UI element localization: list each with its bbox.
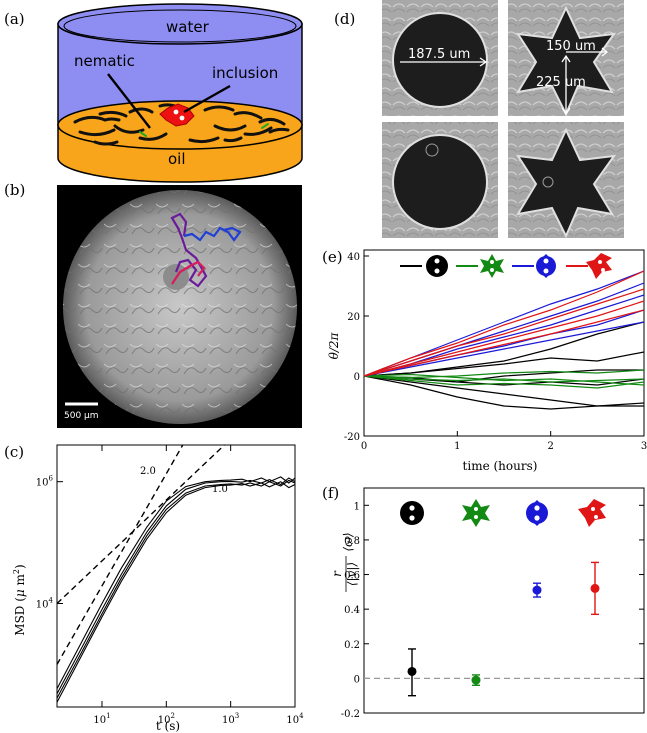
f-ytick-label: 0.6	[344, 571, 360, 582]
f-mean-point	[590, 583, 600, 593]
e-legend	[400, 253, 612, 279]
e-trajectory	[363, 300, 645, 377]
nematic-pointer	[107, 73, 151, 129]
f-ylabel-den: ⟨|v|⟩	[345, 562, 359, 586]
e-trajectory	[363, 369, 645, 379]
track-purple	[170, 212, 208, 288]
e-ytick-label: 20	[347, 312, 360, 323]
e-xtick-label: 1	[454, 441, 460, 452]
f-plot-frame	[363, 487, 645, 714]
e-trajectory	[363, 375, 644, 410]
panel-f: (f) -0.2 0 0.2 0.4 0.6 0.8 1 r ⟨|v|⟩ ⟨ω⟩	[322, 484, 645, 720]
c-ytick-label: 106	[36, 475, 54, 489]
oil-label: oil	[168, 150, 186, 168]
c-xtick-label: 104	[286, 712, 304, 726]
f-mean-point	[532, 585, 542, 595]
panel-a: (a) water nematic inclusion oil	[4, 3, 303, 183]
c-ylabel: MSD (μ m2)	[12, 564, 27, 635]
f-legend	[400, 499, 606, 527]
c-reference-line	[56, 444, 184, 665]
water-label: water	[166, 18, 210, 36]
panel-c-label: (c)	[4, 443, 24, 461]
panel-d: (d) 187.5 um 150 um 225 um	[334, 0, 624, 239]
e-xtick-label: 2	[547, 441, 553, 452]
c-xtick-label: 102	[158, 712, 175, 726]
e-xtick-label: 3	[641, 441, 647, 452]
e-trajectory	[363, 375, 645, 383]
e-trajectory	[363, 288, 645, 377]
nematic-texture	[63, 190, 297, 424]
c-msd-curve	[56, 479, 296, 699]
c-xlabel: t (s)	[156, 719, 180, 733]
inner-radius-label: 150 um	[546, 39, 596, 54]
c-xtick-label: 101	[93, 712, 110, 726]
e-trajectory	[363, 375, 645, 389]
f-ytick-label: 0.8	[344, 536, 360, 547]
f-ytick-label: -0.2	[341, 709, 360, 720]
micrograph-star-filled	[508, 122, 624, 239]
e-ytick-label: -20	[344, 432, 360, 443]
e-trajectory	[363, 373, 645, 386]
c-reference-line	[56, 444, 225, 605]
c-reference-lines: 2.0 1.0	[56, 444, 228, 665]
f-ylabel-num: r	[330, 570, 344, 577]
nematic-rods	[73, 103, 290, 146]
track-red	[171, 260, 206, 285]
f-mean-point	[407, 666, 417, 676]
panel-a-label: (a)	[4, 10, 25, 28]
track-blue	[183, 226, 242, 242]
e-trajectory	[363, 351, 645, 377]
inclusion-shape	[159, 103, 195, 127]
f-ytick-label: 0	[354, 674, 360, 685]
f-mean-point	[471, 675, 481, 685]
c-ticks: 101 102 103 104 104 106	[36, 445, 304, 726]
inclusion-pointer	[183, 84, 231, 114]
panel-f-label: (f)	[322, 484, 339, 502]
f-ytick-label: 0.2	[344, 640, 360, 651]
panel-c: (c) 101 102 103 104 104 106 2.0 1.0 t (s) MSD …	[4, 443, 304, 733]
e-ylabel: θ/2π	[327, 331, 341, 359]
f-ytick-label: 0.4	[344, 605, 360, 616]
micrograph-circle-filled	[382, 122, 498, 238]
water-top	[57, 3, 303, 45]
micrograph-star-empty: 150 um 225 um	[508, 0, 624, 117]
f-ytick-label: 1	[354, 501, 360, 512]
panel-b: (b) 500 µm	[4, 181, 302, 428]
diameter-label: 187.5 um	[408, 47, 470, 62]
nematic-label: nematic	[74, 52, 135, 70]
e-xtick-label: 0	[361, 441, 367, 452]
e-trajectory	[363, 270, 645, 377]
c-ytick-label: 104	[36, 597, 54, 611]
e-trajectory	[363, 309, 645, 377]
f-ticks: -0.2 0 0.2 0.4 0.6 0.8 1	[341, 501, 644, 720]
panel-b-label: (b)	[4, 181, 25, 199]
e-trajectory	[363, 321, 645, 377]
f-ylabel-rhs: ⟨ω⟩	[341, 532, 355, 551]
e-plot-frame	[363, 249, 645, 437]
e-series	[363, 270, 645, 410]
c-reference-label: 2.0	[140, 466, 156, 477]
e-xlabel: time (hours)	[463, 459, 538, 473]
e-ytick-label: 0	[354, 372, 360, 383]
scalebar-label: 500 µm	[64, 411, 99, 421]
c-xtick-label: 103	[222, 712, 239, 726]
f-points	[407, 561, 600, 697]
c-series	[56, 476, 296, 703]
c-reference-label: 1.0	[212, 484, 228, 495]
outer-radius-label: 225 um	[536, 75, 586, 90]
panel-e-label: (e)	[322, 248, 343, 266]
c-plot-frame	[56, 444, 296, 708]
micrograph-circle-empty: 187.5 um	[382, 0, 498, 116]
inclusion-label: inclusion	[212, 64, 278, 82]
f-ylabel: r ⟨|v|⟩ ⟨ω⟩	[330, 532, 359, 592]
c-msd-curve	[56, 477, 296, 695]
c-msd-curve	[56, 476, 296, 689]
c-msd-curve	[56, 481, 296, 703]
e-ytick-label: 40	[347, 252, 360, 263]
panel-d-label: (d)	[334, 10, 355, 28]
